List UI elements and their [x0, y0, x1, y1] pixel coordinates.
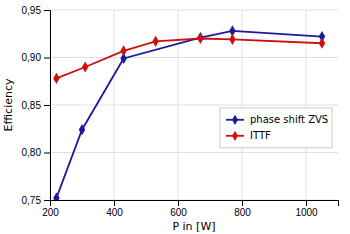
x-tick-label: 200 [42, 207, 59, 218]
x-tick-mark [114, 200, 115, 206]
y-axis: 0,75 0,80 0,85 0,90 0,95 [22, 5, 51, 206]
grid-line [50, 105, 338, 106]
legend-item: phase shift ZVS [226, 114, 328, 125]
y-tick-mark [44, 58, 50, 59]
x-tick-mark [306, 200, 307, 206]
x-tick-label: 400 [106, 207, 123, 218]
y-tick: 0,95 [22, 5, 50, 16]
plot: 200 400 600 800 1000 0,75 0,80 0,85 0,90 0,95 phas… [22, 5, 339, 218]
legend-marker [232, 115, 238, 125]
series-line [56, 39, 322, 79]
legend-frame [220, 108, 332, 148]
legend-label: phase shift ZVS [250, 114, 328, 125]
y-tick-mark [44, 10, 50, 11]
series-marker [197, 33, 203, 44]
y-tick-label: 0,90 [22, 52, 42, 63]
x-tick: 400 [106, 200, 123, 218]
legend-marker [232, 131, 238, 141]
x-tick-label: 1000 [295, 207, 318, 218]
x-tick: 600 [170, 200, 187, 218]
chart: 200 400 600 800 1000 0,75 0,80 0,85 0,90 0,95 phas… [0, 0, 350, 234]
series-marker [152, 36, 158, 47]
series-marker [197, 32, 203, 43]
y-tick-label: 0,75 [22, 195, 42, 206]
series-marker [53, 193, 59, 200]
y-axis-line [44, 11, 51, 201]
x-axis-line [51, 201, 339, 207]
x-axis-title: P in [W] [172, 220, 215, 233]
grid-line [50, 57, 338, 58]
y-axis-title: Efficiency [2, 78, 15, 131]
grid-line [50, 152, 338, 153]
y-tick-label: 0,85 [22, 100, 42, 111]
x-tick: 1000 [295, 200, 318, 218]
legend: phase shift ZVS ITTF [220, 108, 332, 148]
y-tick-label: 0,80 [22, 147, 42, 158]
y-tick: 0,85 [22, 100, 50, 111]
x-tick-label: 600 [170, 207, 187, 218]
x-tick-mark [242, 200, 243, 206]
legend-item: ITTF [226, 130, 271, 141]
y-tick: 0,75 [22, 195, 50, 206]
y-tick-label: 0,95 [22, 5, 42, 16]
grid-line [50, 10, 338, 11]
series-marker [53, 73, 59, 84]
series-marker [120, 45, 126, 56]
x-tick-label: 800 [234, 207, 251, 218]
x-tick-mark [178, 200, 179, 206]
legend-label: ITTF [250, 130, 271, 141]
x-axis: 200 400 600 800 1000 [42, 200, 338, 218]
grid [50, 10, 338, 200]
series-marker [229, 34, 235, 45]
y-tick-mark [44, 200, 50, 201]
series-marker [79, 124, 85, 135]
y-tick-mark [44, 105, 50, 106]
y-tick: 0,80 [22, 147, 50, 158]
x-tick: 200 [42, 200, 59, 218]
y-tick: 0,90 [22, 52, 50, 63]
series-marker [319, 38, 325, 49]
series-marker [82, 61, 88, 72]
y-tick-mark [44, 153, 50, 154]
x-tick: 800 [234, 200, 251, 218]
